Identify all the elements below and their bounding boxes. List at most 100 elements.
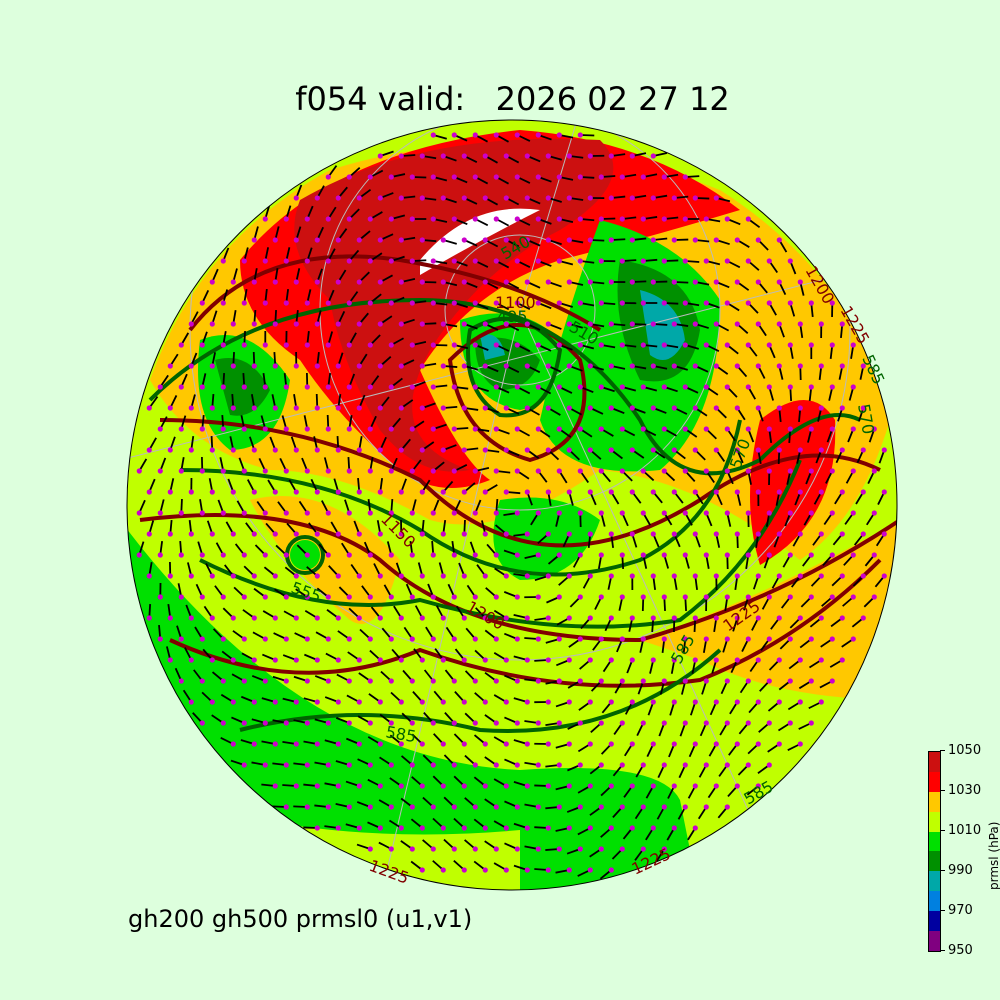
station-dot [272, 363, 278, 369]
station-dot [808, 510, 814, 516]
station-dot [619, 720, 625, 726]
station-dot [377, 825, 383, 831]
station-dot [503, 573, 509, 579]
station-dot [482, 447, 488, 453]
station-dot [503, 489, 509, 495]
station-dot [724, 300, 730, 306]
station-dot [577, 552, 583, 558]
station-dot [713, 363, 719, 369]
station-dot [829, 594, 835, 600]
station-dot [472, 762, 478, 768]
station-dot [661, 258, 667, 264]
station-dot [692, 363, 698, 369]
station-dot [545, 489, 551, 495]
station-dot [325, 300, 331, 306]
station-dot [524, 405, 530, 411]
station-dot [304, 468, 310, 474]
station-dot [524, 783, 530, 789]
station-dot [388, 174, 394, 180]
station-dot [776, 531, 782, 537]
station-dot [524, 615, 530, 621]
station-dot [755, 531, 761, 537]
station-dot [535, 678, 541, 684]
station-dot [241, 594, 247, 600]
station-dot [514, 720, 520, 726]
station-dot [419, 237, 425, 243]
station-dot [493, 636, 499, 642]
station-dot [409, 594, 415, 600]
station-dot [808, 636, 814, 642]
station-dot [724, 384, 730, 390]
station-dot [524, 699, 530, 705]
station-dot [745, 552, 751, 558]
station-dot [650, 615, 656, 621]
station-dot [640, 468, 646, 474]
station-dot [860, 363, 866, 369]
station-dot [482, 783, 488, 789]
station-dot [220, 342, 226, 348]
station-dot [619, 846, 625, 852]
station-dot [850, 342, 856, 348]
station-dot [545, 447, 551, 453]
station-dot [577, 468, 583, 474]
station-dot [493, 804, 499, 810]
station-dot [755, 405, 761, 411]
station-dot [766, 552, 772, 558]
station-dot [367, 300, 373, 306]
station-dot [650, 405, 656, 411]
station-dot [377, 405, 383, 411]
station-dot [640, 174, 646, 180]
station-dot [650, 657, 656, 663]
station-dot [661, 678, 667, 684]
station-dot [839, 657, 845, 663]
station-dot [587, 237, 593, 243]
station-dot [241, 258, 247, 264]
station-dot [493, 552, 499, 558]
station-dot [398, 531, 404, 537]
station-dot [556, 552, 562, 558]
station-dot [419, 321, 425, 327]
station-dot [230, 447, 236, 453]
station-dot [367, 426, 373, 432]
station-dot [766, 720, 772, 726]
station-dot [293, 237, 299, 243]
station-dot [367, 594, 373, 600]
station-dot [734, 783, 740, 789]
station-dot [787, 678, 793, 684]
station-dot [629, 279, 635, 285]
station-dot [377, 195, 383, 201]
station-dot [682, 468, 688, 474]
station-dot [682, 174, 688, 180]
station-dot [535, 762, 541, 768]
station-dot [419, 573, 425, 579]
station-dot [398, 195, 404, 201]
station-dot [461, 153, 467, 159]
station-dot [650, 783, 656, 789]
station-dot [692, 195, 698, 201]
station-dot [356, 321, 362, 327]
station-dot [430, 468, 436, 474]
station-dot [734, 531, 740, 537]
station-dot [346, 510, 352, 516]
station-dot [598, 426, 604, 432]
station-dot [713, 489, 719, 495]
station-dot [566, 741, 572, 747]
station-dot [724, 552, 730, 558]
station-dot [409, 804, 415, 810]
station-dot [493, 678, 499, 684]
station-dot [314, 195, 320, 201]
station-dot [209, 405, 215, 411]
station-dot [367, 678, 373, 684]
station-dot [409, 720, 415, 726]
station-dot [178, 636, 184, 642]
station-dot [430, 594, 436, 600]
station-dot [346, 720, 352, 726]
station-dot [367, 216, 373, 222]
station-dot [188, 405, 194, 411]
station-dot [556, 216, 562, 222]
station-dot [503, 531, 509, 537]
station-dot [356, 657, 362, 663]
station-dot [409, 846, 415, 852]
station-dot [524, 531, 530, 537]
station-dot [493, 594, 499, 600]
